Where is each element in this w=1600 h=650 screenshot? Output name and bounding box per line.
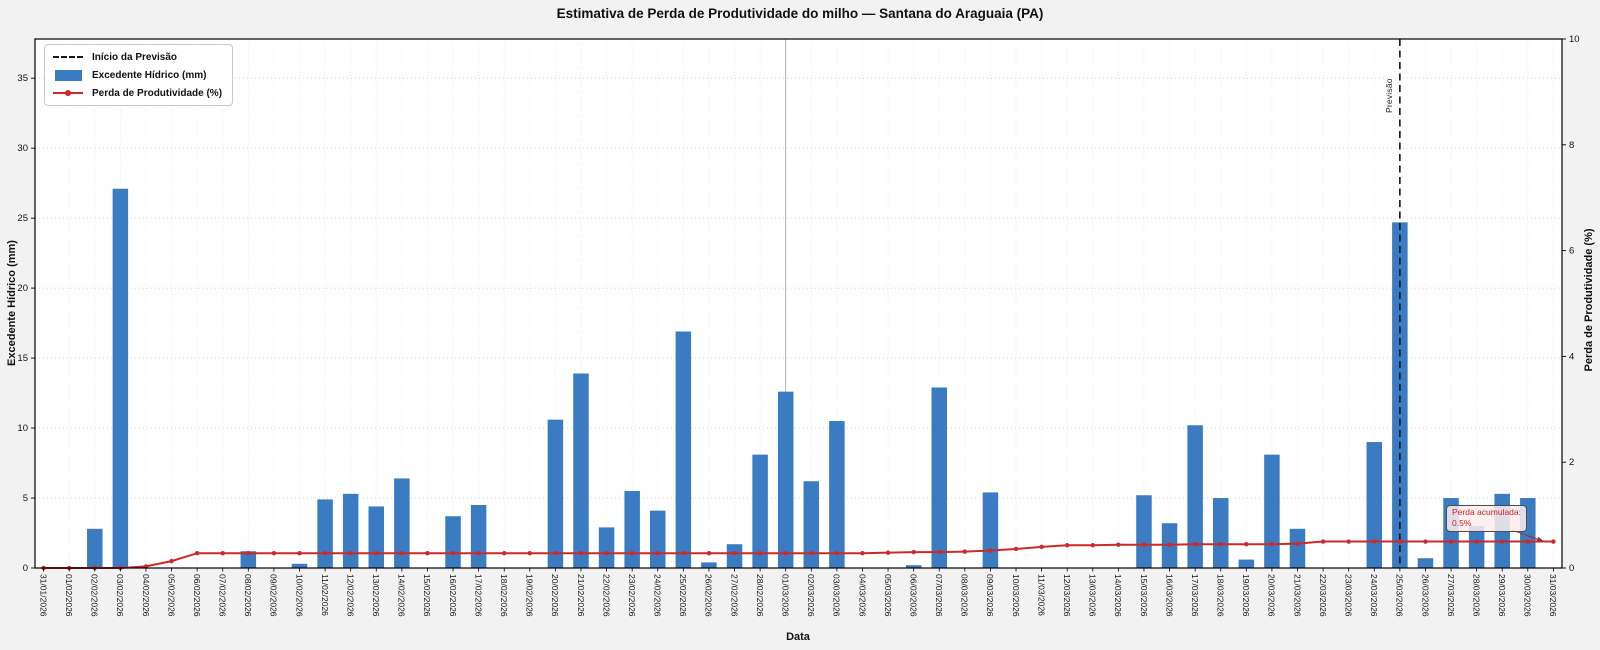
- svg-text:02/03/2026: 02/03/2026: [806, 574, 816, 617]
- svg-text:17/02/2026: 17/02/2026: [473, 574, 483, 617]
- svg-text:13/03/2026: 13/03/2026: [1088, 574, 1098, 617]
- svg-text:06/03/2026: 06/03/2026: [908, 574, 918, 617]
- svg-text:26/02/2026: 26/02/2026: [704, 574, 714, 617]
- svg-text:14/02/2026: 14/02/2026: [397, 574, 407, 617]
- svg-text:28/03/2026: 28/03/2026: [1471, 574, 1481, 617]
- legend-item-forecast: Início da Previsão: [53, 50, 222, 64]
- legend: Início da Previsão Excedente Hídrico (mm…: [44, 44, 234, 106]
- svg-text:27/03/2026: 27/03/2026: [1446, 574, 1456, 617]
- y-left-axis-title: Excedente Hídrico (mm): [6, 240, 18, 366]
- svg-text:15/03/2026: 15/03/2026: [1139, 574, 1149, 617]
- svg-text:03/03/2026: 03/03/2026: [832, 574, 842, 617]
- svg-text:22/03/2026: 22/03/2026: [1318, 574, 1328, 617]
- svg-text:01/03/2026: 01/03/2026: [781, 574, 791, 617]
- svg-text:24/02/2026: 24/02/2026: [653, 574, 663, 617]
- svg-text:12/02/2026: 12/02/2026: [345, 574, 355, 617]
- svg-text:27/02/2026: 27/02/2026: [729, 574, 739, 617]
- svg-text:02/02/2026: 02/02/2026: [90, 574, 100, 617]
- svg-text:07/02/2026: 07/02/2026: [218, 574, 228, 617]
- accumulated-loss-annotation: Perda acumulada: 0.5%: [1446, 505, 1527, 533]
- svg-text:05/02/2026: 05/02/2026: [166, 574, 176, 617]
- svg-text:24/03/2026: 24/03/2026: [1369, 574, 1379, 617]
- svg-text:30: 30: [17, 143, 28, 154]
- svg-text:19/02/2026: 19/02/2026: [525, 574, 535, 617]
- svg-text:23/02/2026: 23/02/2026: [627, 574, 637, 617]
- svg-text:10/02/2026: 10/02/2026: [294, 574, 304, 617]
- svg-text:04/03/2026: 04/03/2026: [857, 574, 867, 617]
- svg-text:06/02/2026: 06/02/2026: [192, 574, 202, 617]
- svg-text:16/03/2026: 16/03/2026: [1164, 574, 1174, 617]
- svg-text:8: 8: [1569, 140, 1574, 151]
- svg-text:35: 35: [17, 73, 28, 84]
- svg-text:6: 6: [1569, 246, 1574, 257]
- svg-text:11/03/2026: 11/03/2026: [1036, 574, 1046, 616]
- svg-text:25/03/2026: 25/03/2026: [1395, 574, 1405, 617]
- svg-text:20/02/2026: 20/02/2026: [550, 574, 560, 617]
- svg-text:4: 4: [1569, 351, 1574, 362]
- svg-text:25: 25: [17, 213, 28, 224]
- svg-text:10: 10: [17, 423, 28, 434]
- svg-text:30/03/2026: 30/03/2026: [1523, 574, 1533, 617]
- svg-text:10: 10: [1569, 34, 1580, 45]
- svg-text:21/02/2026: 21/02/2026: [576, 574, 586, 617]
- svg-text:07/03/2026: 07/03/2026: [934, 574, 944, 617]
- svg-text:08/03/2026: 08/03/2026: [960, 574, 970, 617]
- chart-title: Estimativa de Perda de Produtividade do …: [556, 6, 1044, 21]
- svg-text:18/03/2026: 18/03/2026: [1216, 574, 1226, 617]
- svg-text:04/02/2026: 04/02/2026: [141, 574, 151, 617]
- annotation-line1: Perda acumulada:: [1452, 507, 1521, 517]
- svg-text:29/03/2026: 29/03/2026: [1497, 574, 1507, 617]
- svg-text:22/02/2026: 22/02/2026: [601, 574, 611, 617]
- svg-text:13/02/2026: 13/02/2026: [371, 574, 381, 617]
- svg-text:23/03/2026: 23/03/2026: [1343, 574, 1353, 617]
- legend-label: Perda de Produtividade (%): [92, 87, 223, 99]
- svg-text:0: 0: [1569, 563, 1574, 574]
- x-axis-title: Data: [786, 631, 810, 643]
- svg-text:25/02/2026: 25/02/2026: [678, 574, 688, 617]
- legend-item-perda: Perda de Produtividade (%): [53, 86, 222, 100]
- svg-text:2: 2: [1569, 457, 1574, 468]
- svg-text:31/01/2026: 31/01/2026: [38, 574, 48, 617]
- svg-text:09/03/2026: 09/03/2026: [985, 574, 995, 617]
- line-marker-swatch-icon: [53, 90, 83, 96]
- svg-text:17/03/2026: 17/03/2026: [1190, 574, 1200, 617]
- svg-text:11/02/2026: 11/02/2026: [320, 574, 330, 616]
- svg-text:10/03/2026: 10/03/2026: [1011, 574, 1021, 617]
- svg-text:01/02/2026: 01/02/2026: [64, 574, 74, 617]
- svg-text:0: 0: [23, 563, 28, 574]
- svg-text:26/03/2026: 26/03/2026: [1420, 574, 1430, 617]
- svg-text:03/02/2026: 03/02/2026: [115, 574, 125, 617]
- svg-text:20: 20: [17, 283, 28, 294]
- svg-text:09/02/2026: 09/02/2026: [269, 574, 279, 617]
- svg-text:08/02/2026: 08/02/2026: [243, 574, 253, 617]
- annotation-line2: 0.5%: [1452, 518, 1472, 529]
- svg-text:18/02/2026: 18/02/2026: [499, 574, 509, 617]
- svg-text:19/03/2026: 19/03/2026: [1241, 574, 1251, 617]
- svg-text:21/03/2026: 21/03/2026: [1292, 574, 1302, 617]
- svg-text:14/03/2026: 14/03/2026: [1113, 574, 1123, 617]
- bar-swatch-icon: [53, 69, 83, 81]
- svg-text:20/03/2026: 20/03/2026: [1267, 574, 1277, 617]
- svg-text:31/03/2026: 31/03/2026: [1548, 574, 1558, 617]
- legend-item-excedente: Excedente Hídrico (mm): [53, 68, 222, 82]
- legend-label: Início da Previsão: [92, 51, 178, 63]
- y-right-axis-title: Perda de Produtividade (%): [1583, 228, 1595, 372]
- svg-text:15: 15: [17, 353, 28, 364]
- svg-text:28/02/2026: 28/02/2026: [755, 574, 765, 617]
- svg-text:05/03/2026: 05/03/2026: [883, 574, 893, 617]
- svg-text:15/02/2026: 15/02/2026: [422, 574, 432, 617]
- legend-label: Excedente Hídrico (mm): [92, 69, 207, 81]
- svg-text:5: 5: [23, 493, 28, 504]
- svg-text:12/03/2026: 12/03/2026: [1062, 574, 1072, 617]
- dashed-line-swatch-icon: [53, 56, 83, 58]
- svg-text:16/02/2026: 16/02/2026: [448, 574, 458, 617]
- forecast-line-label: Previsão: [1384, 78, 1394, 113]
